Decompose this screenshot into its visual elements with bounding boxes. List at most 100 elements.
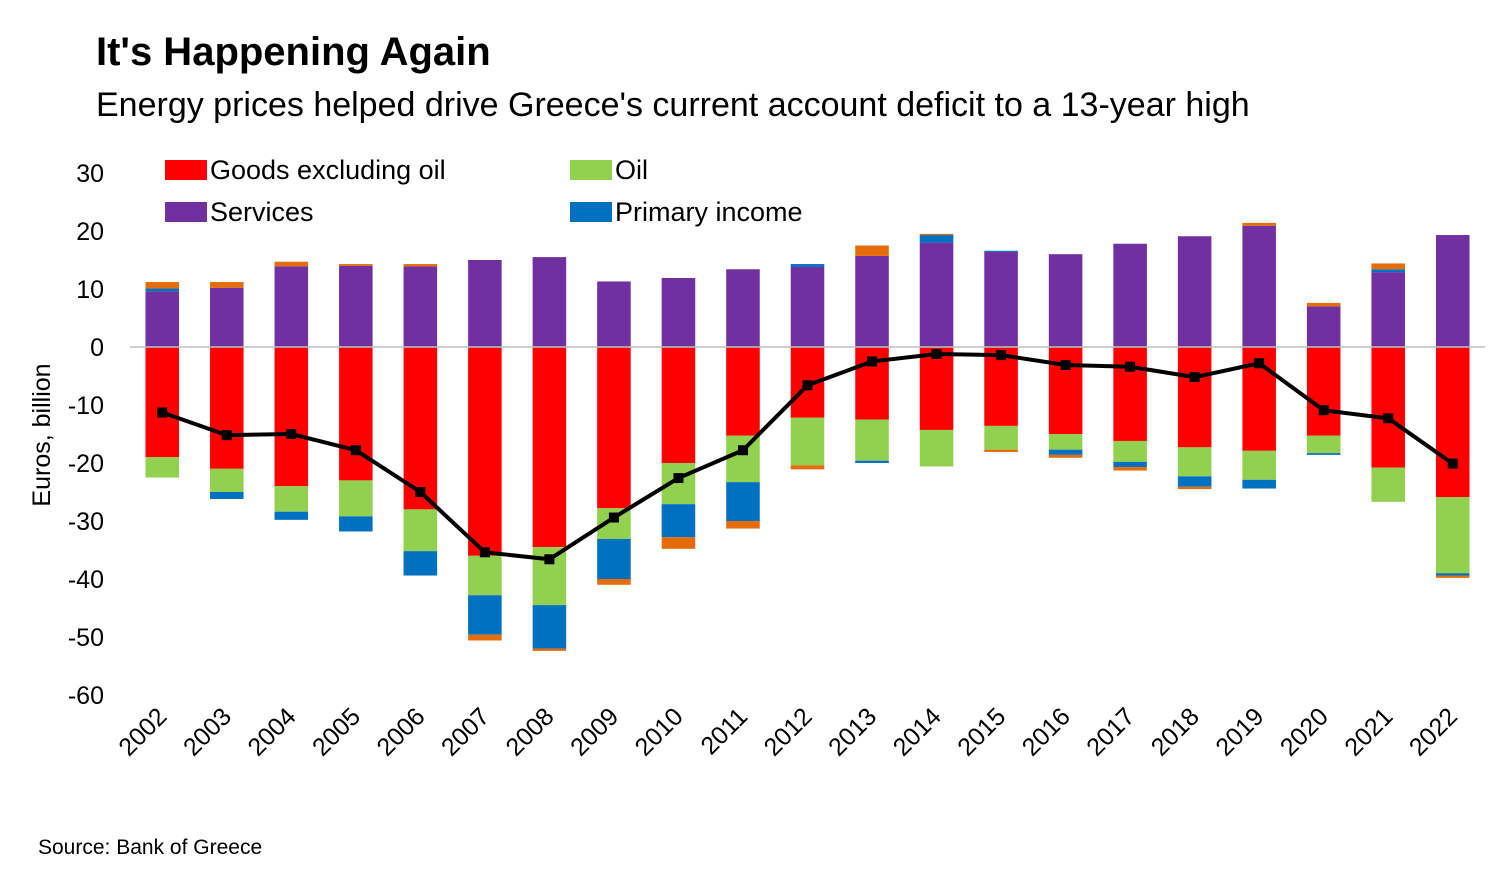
bar-segment <box>1371 347 1405 468</box>
x-tick-label: 2002 <box>113 702 172 761</box>
balance-point <box>996 350 1007 361</box>
bar-segment <box>339 516 373 532</box>
y-tick-label: -10 <box>68 392 104 420</box>
y-tick-label: -20 <box>68 450 104 478</box>
bar-segment <box>726 269 760 347</box>
source-note: Source: Bank of Greece <box>38 836 263 859</box>
balance-point <box>157 407 168 418</box>
bar-segment <box>855 245 889 256</box>
balance-point <box>802 380 813 391</box>
bar-segment <box>274 486 309 512</box>
bar-segment <box>145 288 180 292</box>
balance-point <box>544 554 555 565</box>
bar-segment <box>855 255 889 347</box>
y-axis-label: Euros, billion <box>28 363 56 506</box>
legend-label: Oil <box>615 155 648 185</box>
bar-segment <box>919 347 954 430</box>
bar-segment <box>339 347 373 481</box>
bar-segment <box>1435 497 1470 574</box>
y-tick-label: 30 <box>76 160 104 188</box>
bar-segment <box>403 266 438 347</box>
bar-segment <box>274 261 309 267</box>
bar-segment <box>597 538 631 579</box>
bar-segment <box>210 347 244 469</box>
x-tick-label: 2018 <box>1146 702 1205 761</box>
balance-point <box>1254 358 1265 369</box>
bar-segment <box>726 521 760 529</box>
x-tick-label: 2019 <box>1210 702 1269 761</box>
bar-segment <box>597 347 631 509</box>
bar-segment <box>403 551 438 576</box>
bar-segment <box>1306 306 1341 347</box>
bar-segment <box>919 233 954 236</box>
y-tick-label: 20 <box>76 218 104 246</box>
bar-segment <box>1113 347 1147 441</box>
bar-segment <box>661 277 696 347</box>
x-tick-label: 2004 <box>242 702 301 761</box>
bar-segment <box>1371 269 1405 273</box>
bar-segment <box>919 429 954 467</box>
bar-segment <box>403 264 438 267</box>
bar-segment <box>274 511 309 520</box>
x-tick-label: 2022 <box>1404 702 1463 761</box>
y-tick-label: -60 <box>68 682 104 710</box>
bar-segment <box>403 509 438 552</box>
bar-segment <box>468 555 502 596</box>
bar-segment <box>1242 450 1276 480</box>
bar-segment <box>984 425 1018 450</box>
bar-segment <box>210 492 244 499</box>
balance-point <box>737 445 748 456</box>
balance-point <box>350 445 361 456</box>
balance-point <box>221 430 232 441</box>
bar-segment <box>339 480 373 517</box>
legend-label: Services <box>210 197 314 227</box>
bar-segment <box>597 579 631 585</box>
bar-segment <box>1113 440 1147 462</box>
balance-point <box>931 348 942 359</box>
x-tick-label: 2011 <box>695 702 753 760</box>
chart-subtitle: Energy prices helped drive Greece's curr… <box>96 86 1250 124</box>
legend: Goods excluding oil Oil Services Primary in… <box>165 155 803 227</box>
bar-segment <box>984 250 1018 252</box>
balance-point <box>479 547 490 558</box>
bar-segment <box>1306 453 1341 455</box>
bar-segment <box>661 347 696 463</box>
balance-point <box>415 487 426 497</box>
bar-segment <box>145 347 180 458</box>
bar-segment <box>919 242 954 347</box>
bars-layer <box>145 222 1470 651</box>
bar-segment <box>1242 222 1276 226</box>
bar-segment <box>1306 347 1341 436</box>
balance-point <box>1060 359 1071 370</box>
bar-segment <box>855 460 889 463</box>
bar-segment <box>984 449 1018 452</box>
x-tick-label: 2008 <box>501 702 560 761</box>
bar-segment <box>790 266 825 347</box>
balance-point <box>867 356 878 367</box>
x-tick-label: 2007 <box>436 702 495 761</box>
balance-point <box>1318 405 1329 416</box>
bar-segment <box>1048 434 1083 450</box>
bar-segment <box>1048 449 1083 455</box>
bar-segment <box>339 265 373 347</box>
x-tick-label: 2009 <box>565 702 624 761</box>
bar-segment <box>1371 272 1405 347</box>
bar-segment <box>1242 479 1276 489</box>
bar-segment <box>274 347 309 487</box>
bar-segment <box>145 457 180 478</box>
balance-point <box>673 473 684 484</box>
balance-point <box>1383 413 1394 424</box>
bar-segment <box>339 264 373 266</box>
bar-segment <box>1306 435 1341 454</box>
x-tick-label: 2017 <box>1081 702 1140 761</box>
bar-segment <box>1177 486 1212 490</box>
y-tick-label: -40 <box>68 566 104 594</box>
bar-segment <box>1177 447 1212 477</box>
bar-segment <box>532 605 567 649</box>
bar-segment <box>145 282 180 289</box>
bar-segment <box>1048 454 1083 458</box>
x-tick-label: 2020 <box>1275 702 1334 761</box>
bar-segment <box>532 648 567 651</box>
x-tick-label: 2021 <box>1339 702 1398 761</box>
